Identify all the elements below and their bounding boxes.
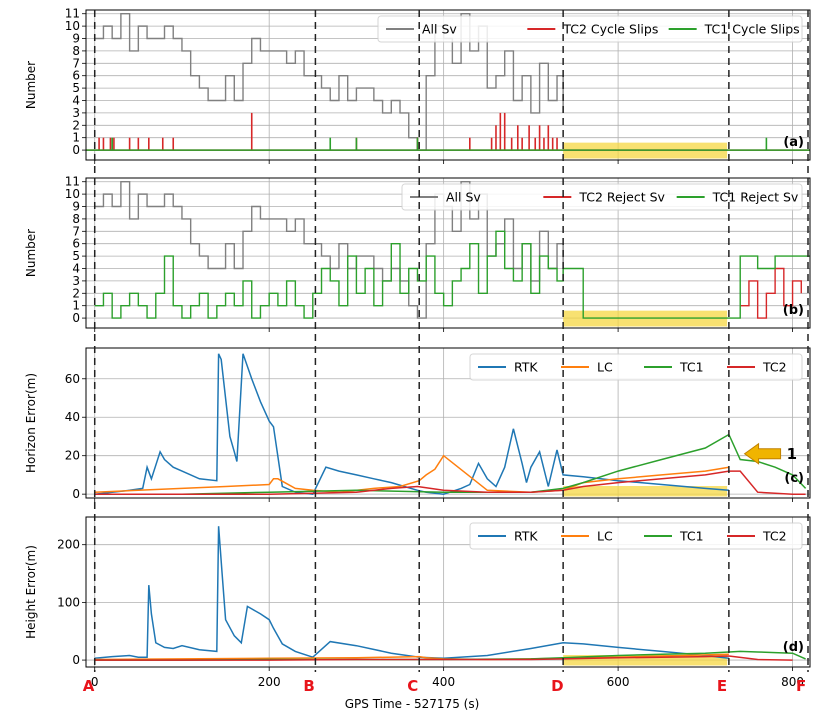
x-tick-label: 800 (781, 675, 804, 689)
panel-label: (c) (784, 471, 804, 486)
y-tick-label: 0 (72, 143, 80, 157)
panel-label: (d) (783, 640, 804, 655)
legend: RTK LC TC1 TC2 (469, 353, 803, 381)
y-tick-label: 7 (72, 56, 80, 70)
y-tick-label: 11 (65, 7, 80, 21)
series-line (94, 353, 729, 496)
y-axis-title: Horizon Error(m) (24, 373, 38, 473)
y-tick-label: 4 (72, 261, 80, 275)
series-line (740, 267, 802, 319)
annotation-arrow (743, 442, 782, 465)
x-tick-label: 600 (607, 675, 630, 689)
y-tick-label: 8 (72, 44, 80, 58)
y-tick-label: 11 (65, 175, 80, 189)
y-tick-label: 3 (72, 274, 80, 288)
y-tick-label: 10 (65, 187, 80, 201)
legend-box (469, 353, 803, 381)
panel-2: 0 20 40 60 Horizon Error(m) (c) RTK LC TC1 TC2 1 (24, 347, 811, 502)
y-tick-label: 3 (72, 106, 80, 120)
event-marker-label: C (407, 677, 418, 695)
y-tick-label: 1 (72, 299, 80, 313)
shaded-region (563, 655, 728, 666)
y-tick-label: 200 (57, 538, 80, 552)
y-axis-title: Height Error(m) (24, 545, 38, 639)
y-tick-label: 0 (72, 653, 80, 667)
legend-label: LC (597, 529, 613, 544)
x-tick-label: 200 (258, 675, 281, 689)
series-line (94, 526, 729, 660)
y-axis-title: Number (24, 229, 38, 277)
y-tick-label: 6 (72, 69, 80, 83)
legend-label: TC1 Reject Sv (712, 190, 799, 205)
y-tick-label: 9 (72, 200, 80, 214)
y-tick-label: 0 (72, 487, 80, 501)
legend-label: TC1 (679, 529, 704, 544)
x-axis-title: GPS Time - 527175 (s) (345, 697, 480, 711)
legend-label: TC1 (679, 360, 704, 375)
panel-label: (b) (783, 303, 804, 318)
legend-label: TC1 Cycle Slips (704, 22, 800, 37)
event-marker-label: B (303, 677, 314, 695)
y-axis-title: Number (24, 61, 38, 109)
legend-label: TC2 (762, 529, 787, 544)
legend: RTK LC TC1 TC2 (469, 522, 803, 550)
y-tick-label: 9 (72, 32, 80, 46)
y-tick-label: 8 (72, 212, 80, 226)
legend-box (401, 183, 803, 211)
panel-3: 0 100 200 0 200 400 600 800 Height Error(m) (d) RT… (24, 516, 811, 689)
legend-label: TC2 Cycle Slips (562, 22, 658, 37)
axes-frame (85, 9, 811, 161)
event-markers: A B C D E F (83, 10, 809, 695)
legend-box (377, 15, 803, 43)
axes-frame (85, 177, 811, 329)
y-tick-label: 4 (72, 93, 80, 107)
legend-label: TC2 (762, 360, 787, 375)
legend-label: RTK (514, 360, 538, 375)
y-tick-label: 1 (72, 131, 80, 145)
event-marker-label: D (551, 677, 563, 695)
legend: All Sv TC2 Cycle Slips TC1 Cycle Slips (377, 15, 803, 43)
series-line (94, 13, 564, 151)
y-tick-label: 40 (65, 410, 80, 424)
y-tick-label: 5 (72, 81, 80, 95)
legend: All Sv TC2 Reject Sv TC1 Reject Sv (401, 183, 803, 211)
y-tick-label: 5 (72, 249, 80, 263)
legend-label: RTK (514, 529, 538, 544)
y-tick-label: 2 (72, 286, 80, 300)
event-marker-label: E (717, 677, 727, 695)
y-tick-label: 100 (57, 595, 80, 609)
annotation-label: 1 (787, 445, 797, 463)
series-line (94, 454, 730, 493)
panel-label: (a) (783, 135, 804, 150)
y-tick-label: 20 (65, 449, 80, 463)
legend-box (469, 522, 803, 550)
y-tick-label: 2 (72, 118, 80, 132)
x-tick-label: 0 (91, 675, 99, 689)
legend-label: All Sv (446, 190, 481, 205)
y-tick-label: 0 (72, 311, 80, 325)
series-line (94, 230, 810, 319)
event-marker-label: A (83, 677, 95, 695)
shaded-region (563, 486, 728, 497)
legend-label: LC (597, 360, 613, 375)
y-tick-label: 7 (72, 224, 80, 238)
axes-frame (85, 347, 811, 499)
x-tick-label: 400 (432, 675, 455, 689)
series-line (94, 433, 807, 495)
y-tick-label: 10 (65, 19, 80, 33)
y-tick-label: 6 (72, 237, 80, 251)
y-tick-label: 60 (65, 372, 80, 386)
axes-frame (85, 516, 811, 668)
legend-label: All Sv (422, 22, 457, 37)
legend-label: TC2 Reject Sv (578, 190, 665, 205)
event-marker-label: F (796, 677, 806, 695)
